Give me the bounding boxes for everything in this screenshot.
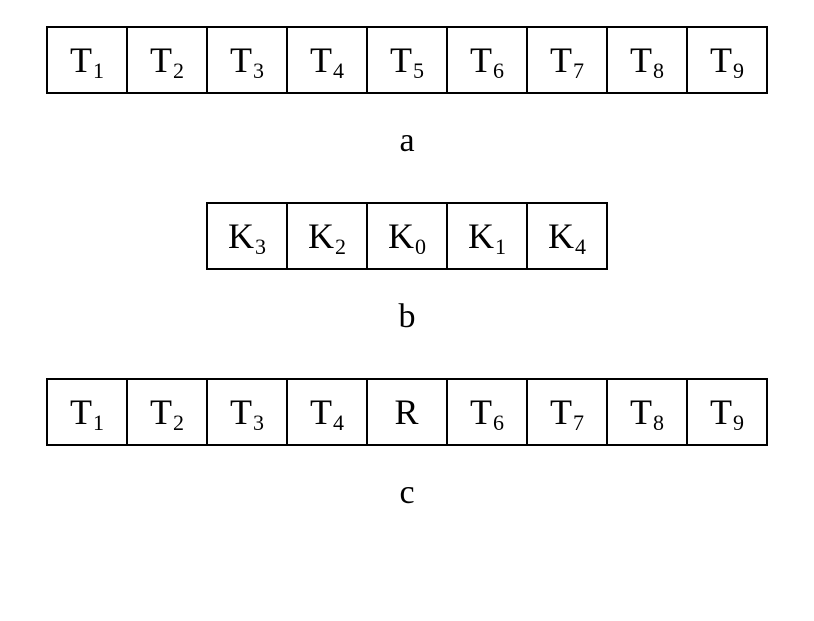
cell-letter: R [394,394,418,430]
cell-subscript: 2 [335,236,346,258]
cell-letter: T [150,42,172,78]
array-row-b: K3 K2 K0 K1 K4 [206,202,608,270]
cell-subscript: 2 [173,412,184,434]
cell-letter: T [550,394,572,430]
cell: K2 [286,202,368,270]
cell-subscript: 3 [253,60,264,82]
cell: K1 [446,202,528,270]
caption-b: b [399,298,416,336]
cell-letter: T [710,394,732,430]
cell-subscript: 4 [333,60,344,82]
cell-letter: T [630,394,652,430]
cell-subscript: 6 [493,412,504,434]
cell: T6 [446,378,528,446]
cell-letter: K [468,218,494,254]
cell-subscript: 1 [93,412,104,434]
cell-letter: T [150,394,172,430]
cell-subscript: 4 [333,412,344,434]
cell-subscript: 4 [575,236,586,258]
array-row-c: T1 T2 T3 T4 R T6 T7 T8 T9 [46,378,768,446]
cell: T1 [46,26,128,94]
cell-letter: T [230,42,252,78]
cell-letter: K [308,218,334,254]
cell: T2 [126,26,208,94]
cell-subscript: 9 [733,60,744,82]
cell-letter: T [310,394,332,430]
cell-letter: T [70,42,92,78]
cell: T3 [206,26,288,94]
caption-a: a [399,122,414,160]
cell-letter: T [390,42,412,78]
cell: R [366,378,448,446]
cell-subscript: 6 [493,60,504,82]
cell-subscript: 9 [733,412,744,434]
cell: T8 [606,26,688,94]
cell: K3 [206,202,288,270]
cell-subscript: 2 [173,60,184,82]
cell: T4 [286,378,368,446]
cell-subscript: 0 [415,236,426,258]
cell-subscript: 7 [573,60,584,82]
cell: K4 [526,202,608,270]
cell: T3 [206,378,288,446]
cell-subscript: 1 [93,60,104,82]
cell-subscript: 3 [255,236,266,258]
cell-subscript: 5 [413,60,424,82]
caption-c: c [399,474,414,512]
cell: T6 [446,26,528,94]
cell-letter: T [470,42,492,78]
cell-subscript: 8 [653,60,664,82]
cell: T9 [686,26,768,94]
cell-letter: T [550,42,572,78]
cell-letter: T [230,394,252,430]
cell-letter: T [70,394,92,430]
cell: T7 [526,378,608,446]
cell-letter: T [310,42,332,78]
cell-letter: K [548,218,574,254]
cell: T7 [526,26,608,94]
cell-letter: T [710,42,732,78]
cell-letter: T [470,394,492,430]
array-row-a: T1 T2 T3 T4 T5 T6 T7 T8 T9 [46,26,768,94]
cell-subscript: 1 [495,236,506,258]
cell: K0 [366,202,448,270]
cell-subscript: 7 [573,412,584,434]
cell: T5 [366,26,448,94]
cell: T1 [46,378,128,446]
cell: T2 [126,378,208,446]
diagram-container: T1 T2 T3 T4 T5 T6 T7 T8 T9 a K3 K2 K0 K1… [0,0,814,621]
cell-letter: T [630,42,652,78]
cell-letter: K [388,218,414,254]
cell-subscript: 3 [253,412,264,434]
cell: T9 [686,378,768,446]
cell: T8 [606,378,688,446]
cell-letter: K [228,218,254,254]
cell: T4 [286,26,368,94]
cell-subscript: 8 [653,412,664,434]
